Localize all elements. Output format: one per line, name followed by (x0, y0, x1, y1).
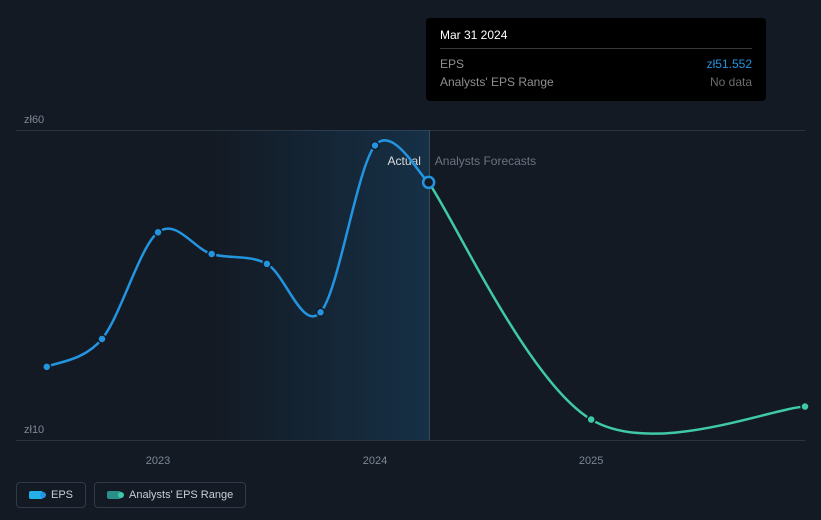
tooltip-row-eps: EPS zł51.552 (440, 55, 752, 73)
y-tick-label: zł60 (24, 114, 44, 126)
plot-area[interactable]: Actual Analysts Forecasts zł60zł10 20232… (16, 130, 805, 440)
legend-item-eps[interactable]: EPS (16, 482, 86, 508)
x-tick-label: 2024 (363, 455, 387, 467)
tooltip-title: Mar 31 2024 (440, 28, 752, 42)
tooltip-label-range: Analysts' EPS Range (440, 73, 554, 91)
eps-line (47, 140, 429, 367)
tooltip-row-range: Analysts' EPS Range No data (440, 73, 752, 91)
forecast-marker (801, 403, 809, 411)
forecast-line (429, 182, 805, 433)
eps-marker-highlight (423, 177, 434, 188)
x-tick-label: 2025 (579, 455, 603, 467)
tooltip-label-eps: EPS (440, 55, 464, 73)
legend-swatch-range (107, 491, 121, 499)
legend-item-range[interactable]: Analysts' EPS Range (94, 482, 246, 508)
forecast-marker (587, 416, 595, 424)
chart-tooltip: Mar 31 2024 EPS zł51.552 Analysts' EPS R… (426, 18, 766, 101)
legend-label-eps: EPS (51, 489, 73, 501)
eps-marker (317, 308, 325, 316)
eps-marker (263, 260, 271, 268)
x-tick-label: 2023 (146, 455, 170, 467)
tooltip-value-range: No data (710, 73, 752, 91)
chart-svg (16, 130, 805, 440)
tooltip-divider (440, 48, 752, 49)
eps-marker (208, 250, 216, 258)
legend-swatch-eps (29, 491, 43, 499)
tooltip-value-eps: zł51.552 (707, 55, 752, 73)
eps-marker (154, 228, 162, 236)
eps-marker (371, 142, 379, 150)
y-tick-label: zł10 (24, 424, 44, 436)
eps-marker (43, 363, 51, 371)
legend-label-range: Analysts' EPS Range (129, 489, 233, 501)
eps-chart: Mar 31 2024 EPS zł51.552 Analysts' EPS R… (0, 0, 821, 520)
gridline (16, 440, 805, 441)
eps-marker (98, 335, 106, 343)
legend: EPS Analysts' EPS Range (16, 482, 246, 508)
